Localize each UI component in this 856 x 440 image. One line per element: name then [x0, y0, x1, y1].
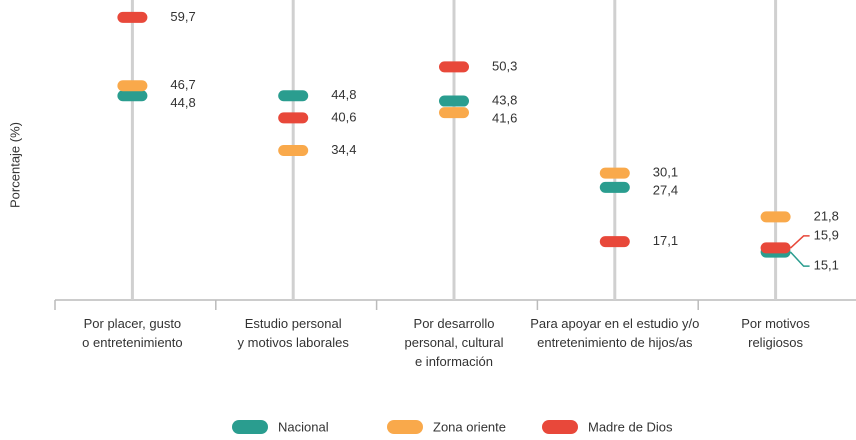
x-tick-label-line: Por desarrollo	[414, 316, 495, 331]
legend-swatch	[387, 420, 423, 434]
value-label: 46,7	[170, 77, 195, 92]
dot-marker	[439, 95, 469, 107]
dot-marker	[117, 80, 148, 92]
leader-line	[790, 251, 810, 267]
value-label: 30,1	[653, 165, 678, 180]
x-tick-label-line: religiosos	[748, 335, 803, 350]
x-tick-label: Estudio personal y motivos laborales	[238, 316, 350, 350]
value-label: 41,6	[492, 110, 517, 125]
x-tick-label: Para apoyar en el estudio y/o entretenimi…	[530, 316, 699, 350]
dot-marker	[599, 236, 630, 248]
dot-marker	[278, 90, 309, 102]
value-label: 43,8	[492, 92, 517, 107]
value-label: 44,8	[331, 87, 356, 102]
legend-label: Zona oriente	[433, 419, 506, 434]
x-tick-label-line: Por placer, gusto	[84, 316, 182, 331]
value-label: 59,7	[170, 9, 195, 24]
legend-label: Nacional	[278, 419, 329, 434]
y-axis-label: Porcentaje (%)	[7, 122, 22, 208]
x-tick-label: Por placer, gusto o entretenimiento	[82, 316, 182, 350]
x-tick-label-line: o entretenimiento	[82, 335, 182, 350]
x-tick-label-line: y motivos laborales	[238, 335, 350, 350]
dot-marker	[117, 11, 148, 23]
x-tick-label-line: Por motivos	[741, 316, 810, 331]
value-label: 44,8	[170, 95, 195, 110]
x-tick-label-line: personal, cultural	[405, 335, 504, 350]
x-tick-label-line: entretenimiento de hijos/as	[537, 335, 693, 350]
value-label: 34,4	[331, 142, 356, 157]
value-label: 17,1	[653, 233, 678, 248]
dot-marker	[760, 211, 791, 223]
dot-marker	[439, 61, 469, 73]
value-label: 15,9	[814, 227, 839, 242]
x-tick-label-line: Para apoyar en el estudio y/o	[530, 316, 699, 331]
dot-marker	[599, 181, 630, 193]
x-tick-label-line: Estudio personal	[245, 316, 342, 331]
dot-marker	[278, 145, 309, 157]
legend-swatch	[232, 420, 268, 434]
value-label: 40,6	[331, 109, 356, 124]
legend-swatch	[542, 420, 578, 434]
dot-marker	[760, 242, 791, 254]
value-label: 50,3	[492, 58, 517, 73]
dot-marker	[117, 90, 148, 102]
dot-marker	[599, 167, 630, 179]
x-tick-label: Por desarrollo personal, cultural e inform…	[405, 316, 504, 369]
value-label: 27,4	[653, 183, 678, 198]
x-tick-label-line: e información	[415, 354, 493, 369]
value-label: 15,1	[814, 258, 839, 273]
x-tick-label: Por motivos religiosos	[741, 316, 810, 350]
dot-marker	[278, 112, 309, 124]
legend-label: Madre de Dios	[588, 419, 673, 434]
leader-line	[790, 235, 810, 249]
dot-marker	[439, 107, 469, 119]
value-label: 21,8	[814, 208, 839, 223]
